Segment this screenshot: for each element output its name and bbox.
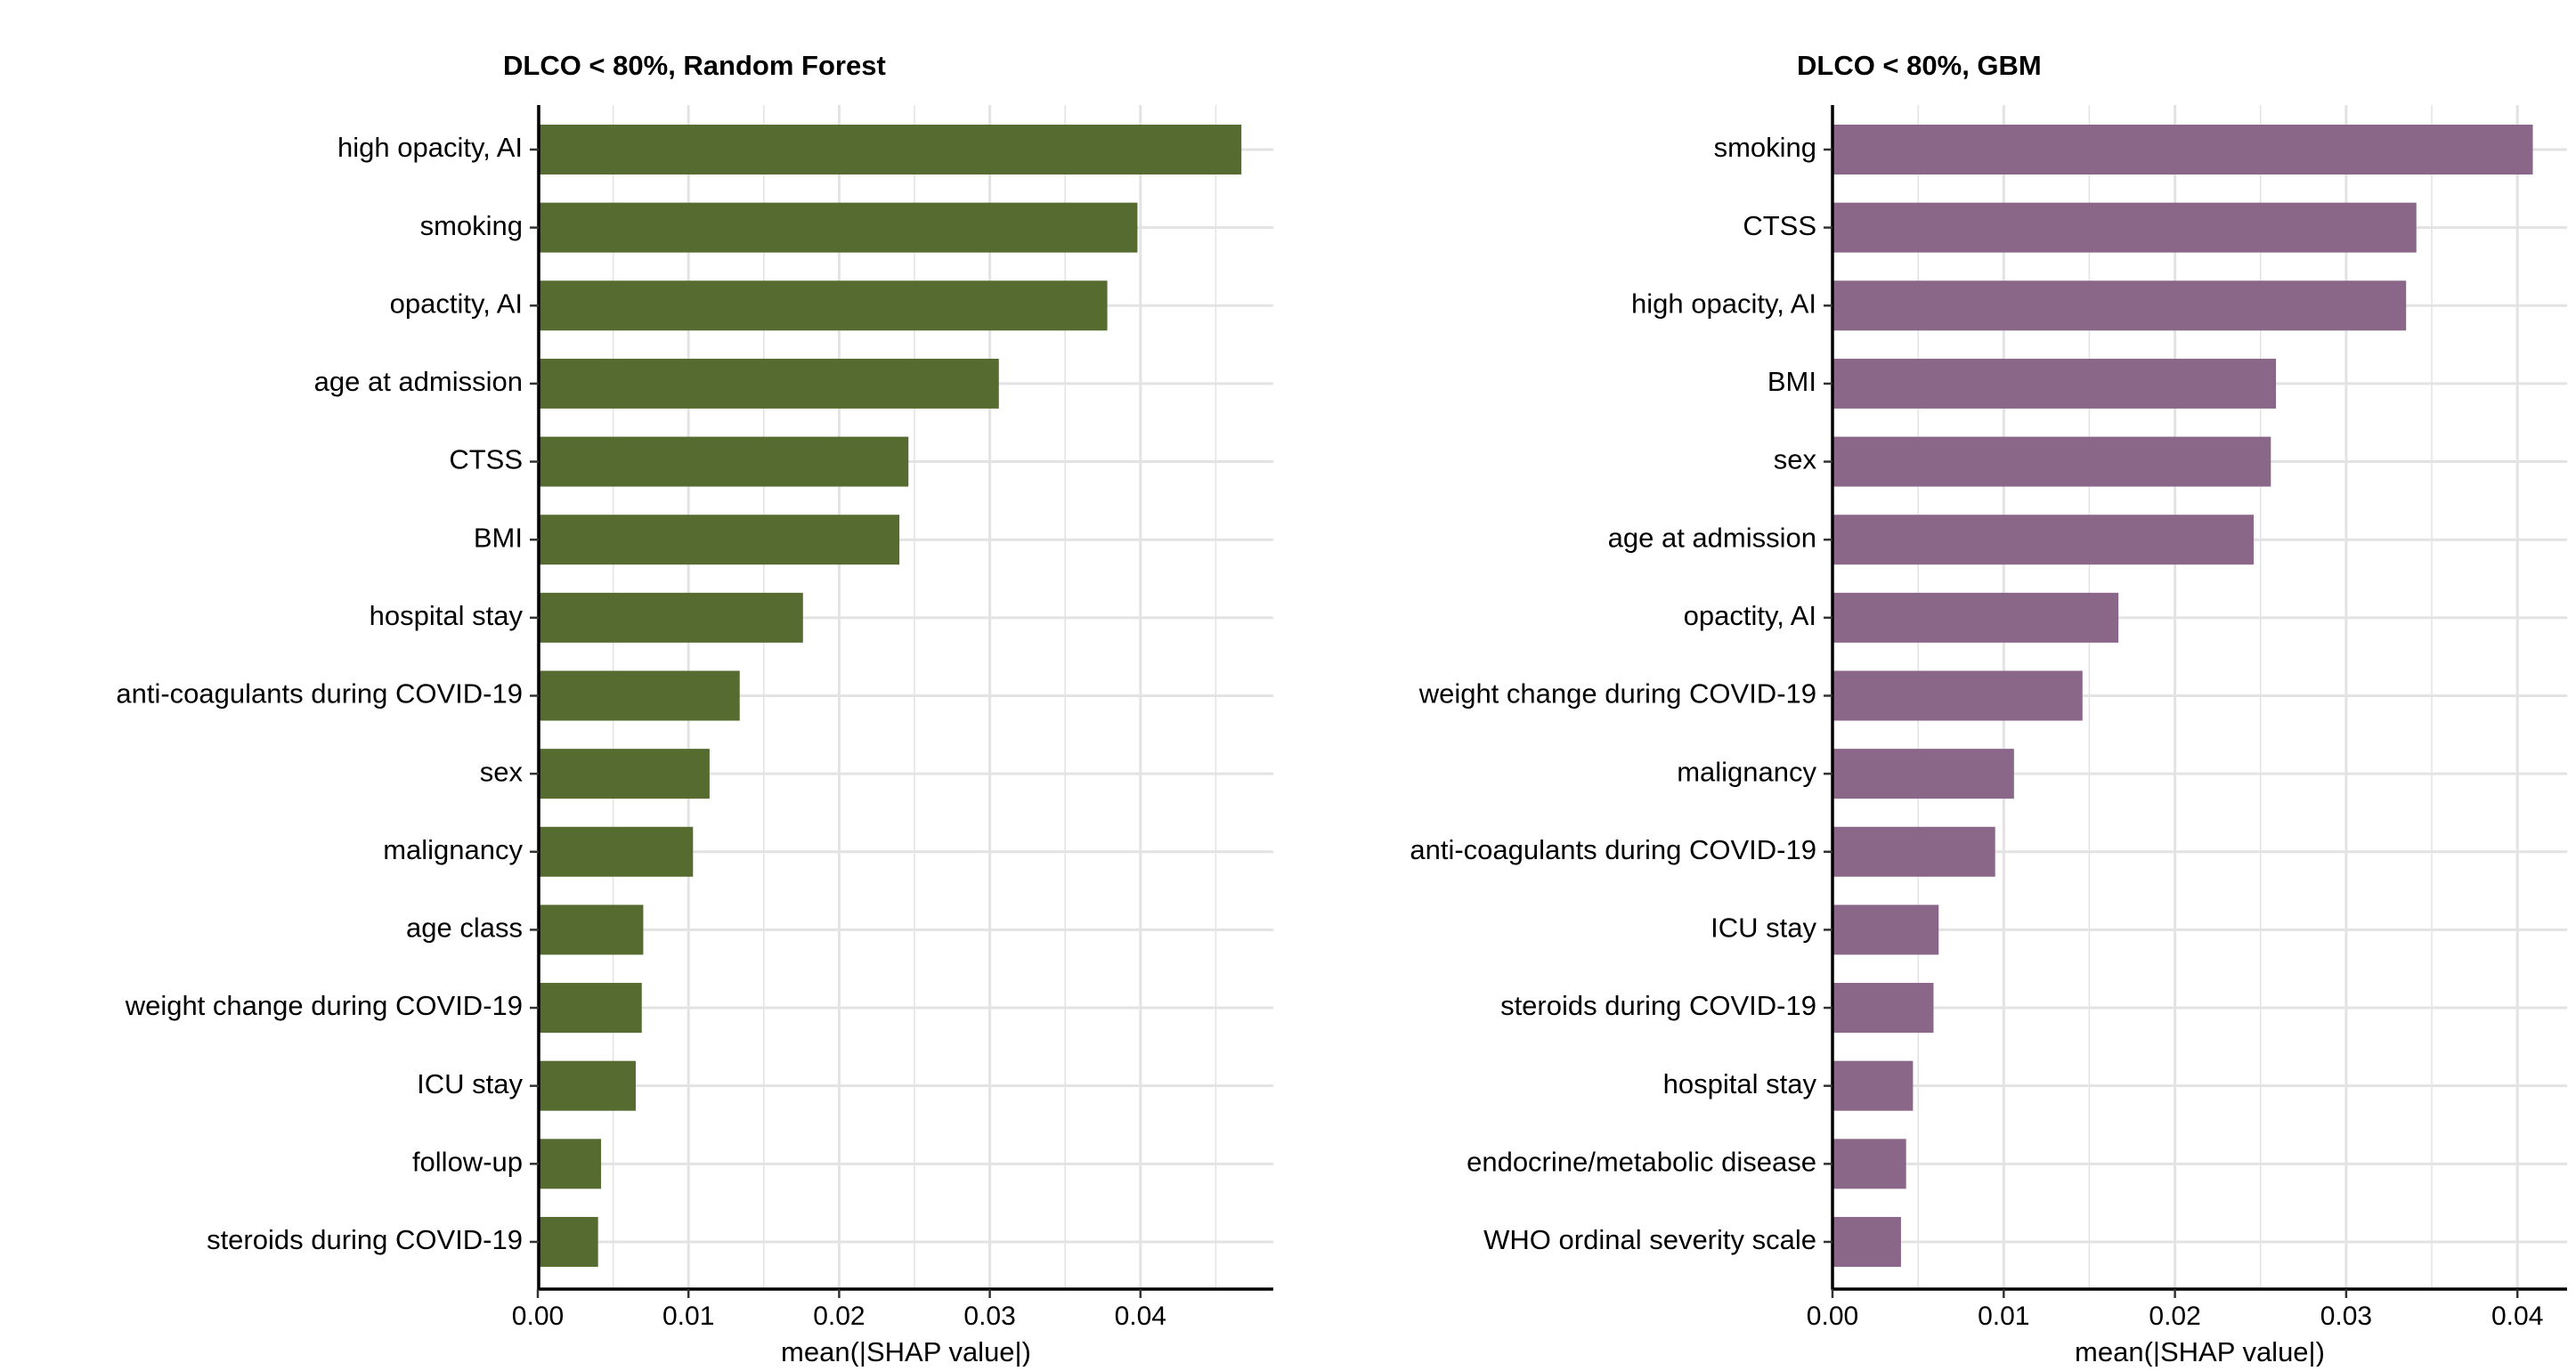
y-tick-label: BMI — [474, 522, 523, 553]
bar — [1832, 1216, 1901, 1267]
bar — [538, 515, 900, 565]
y-tick-label: weight change during COVID-19 — [125, 990, 523, 1021]
y-tick-label: CTSS — [1743, 210, 1816, 241]
y-tick-label: smoking — [1714, 132, 1816, 163]
chart-title: DLCO < 80%, Random Forest — [503, 50, 886, 81]
bar — [538, 280, 1108, 331]
y-tick-label: hospital stay — [370, 600, 524, 631]
y-tick-label: malignancy — [1677, 756, 1816, 787]
x-tick-label: 0.01 — [1978, 1302, 2029, 1331]
bar — [538, 436, 909, 487]
y-tick-label: ICU stay — [417, 1068, 523, 1099]
y-tick-label: endocrine/metabolic disease — [1467, 1147, 1816, 1178]
y-tick-label: malignancy — [383, 834, 523, 865]
bar — [1832, 280, 2407, 331]
y-tick-label: WHO ordinal severity scale — [1483, 1224, 1816, 1255]
y-tick-label: sex — [1774, 444, 1817, 475]
y-tick-label: sex — [480, 756, 524, 787]
y-tick-label: CTSS — [449, 444, 523, 475]
bar — [1832, 436, 2271, 487]
x-tick-label: 0.03 — [2320, 1302, 2372, 1331]
x-tick-label: 0.02 — [2149, 1302, 2200, 1331]
y-tick-label: anti-coagulants during COVID-19 — [116, 678, 523, 710]
y-tick-label: age at admission — [1608, 522, 1816, 553]
bar — [1832, 1060, 1914, 1111]
x-tick-label: 0.00 — [512, 1302, 564, 1331]
y-tick-label: smoking — [420, 210, 523, 241]
bar — [1832, 515, 2255, 565]
bar — [538, 1060, 636, 1111]
y-tick-label: BMI — [1767, 366, 1816, 397]
bar — [1832, 983, 1934, 1034]
y-tick-label: anti-coagulants during COVID-19 — [1410, 834, 1816, 865]
bar — [1832, 202, 2417, 253]
y-tick-label: hospital stay — [1663, 1068, 1817, 1099]
bar — [538, 670, 740, 721]
bar — [538, 749, 710, 799]
y-tick-label: follow-up — [412, 1147, 523, 1178]
bar — [1832, 826, 1995, 877]
bar — [538, 1139, 602, 1189]
y-tick-label: ICU stay — [1711, 913, 1816, 944]
x-tick-label: 0.04 — [2491, 1302, 2543, 1331]
bar — [538, 125, 1242, 174]
bar — [538, 905, 644, 955]
bar — [538, 592, 803, 643]
y-tick-label: steroids during COVID-19 — [1500, 990, 1816, 1021]
y-tick-label: opactity, AI — [1684, 600, 1816, 631]
y-tick-label: high opacity, AI — [1631, 288, 1816, 319]
chart-panel-rf: high opacity, AI smoking opactity, AI age a… — [116, 50, 1273, 1367]
bar — [1832, 905, 1939, 955]
bar — [1832, 592, 2119, 643]
bar — [1832, 358, 2277, 409]
bar — [1832, 125, 2533, 174]
bar — [1832, 749, 2014, 799]
x-axis-title: mean(|SHAP value|) — [781, 1336, 1031, 1367]
bar — [538, 1216, 598, 1267]
x-tick-label: 0.02 — [813, 1302, 865, 1331]
x-tick-label: 0.04 — [1115, 1302, 1166, 1331]
y-tick-label: opactity, AI — [390, 288, 523, 319]
bar — [538, 202, 1138, 253]
bar — [1832, 670, 2083, 721]
bar — [538, 826, 694, 877]
y-tick-label: high opacity, AI — [337, 132, 523, 163]
bar — [1832, 1139, 1906, 1189]
y-tick-label: age class — [406, 913, 523, 944]
x-tick-label: 0.03 — [963, 1302, 1015, 1331]
bar — [538, 358, 999, 409]
x-tick-label: 0.01 — [662, 1302, 714, 1331]
x-tick-label: 0.00 — [1807, 1302, 1858, 1331]
y-tick-label: weight change during COVID-19 — [1418, 678, 1816, 710]
bar — [538, 983, 642, 1034]
y-tick-label: steroids during COVID-19 — [207, 1224, 523, 1255]
x-axis-title: mean(|SHAP value|) — [2075, 1336, 2325, 1367]
chart-title: DLCO < 80%, GBM — [1797, 50, 2042, 81]
y-tick-label: age at admission — [314, 366, 523, 397]
chart-panel-gbm: smoking CTSS high opacity, AI BMI sex age at … — [1410, 50, 2567, 1367]
